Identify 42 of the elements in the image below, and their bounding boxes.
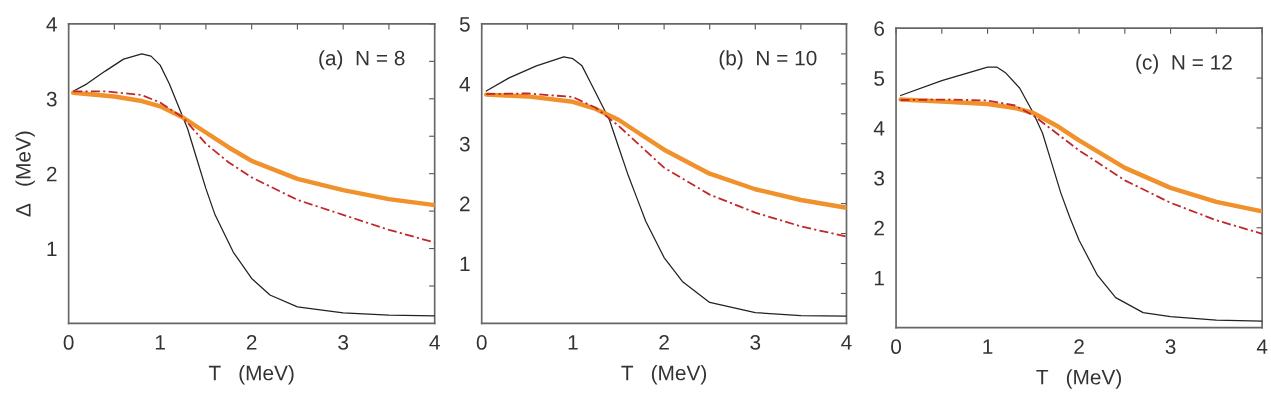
x-tick-label: 0 [63, 335, 74, 350]
y-tick-label: 3 [459, 136, 470, 152]
y-axis-title: Δ (MeV) [15, 131, 35, 217]
x-tick-label: 1 [155, 335, 165, 350]
y-tick-label: 2 [874, 220, 884, 236]
x-tick-label: 3 [338, 335, 349, 350]
annotation: (c) N = 12 [1136, 54, 1232, 74]
x-axis-title: T (MeV) [1036, 369, 1122, 389]
x-tick-label: 2 [1074, 339, 1084, 354]
y-tick-label: 3 [46, 91, 57, 107]
x-tick-label: 4 [841, 335, 852, 350]
y-tick-label: 4 [46, 17, 57, 32]
annotation: (b) N = 10 [719, 50, 817, 70]
y-tick-label: 1 [874, 270, 884, 286]
x-tick-label: 1 [983, 339, 993, 354]
x-tick-label: 3 [1165, 339, 1176, 355]
x-tick-label: 4 [429, 335, 440, 350]
y-tick-label: 2 [46, 166, 57, 182]
line-series [898, 97, 1263, 214]
y-tick-label: 1 [460, 256, 470, 272]
y-tick-label: 5 [874, 71, 885, 86]
x-tick-label: 3 [750, 335, 761, 350]
x-tick-label: 0 [891, 339, 902, 355]
x-tick-label: 2 [659, 335, 669, 350]
x-tick-label: 4 [1256, 339, 1268, 354]
x-axis-title: T (MeV) [621, 365, 707, 385]
x-tick-label: 2 [246, 335, 257, 350]
y-tick-label: 3 [874, 170, 885, 186]
y-tick-label: 2 [460, 196, 470, 212]
x-tick-label: 0 [476, 335, 487, 350]
x-axis-title: T (MeV) [208, 365, 294, 385]
line-series [70, 90, 435, 208]
x-tick-label: 1 [568, 335, 578, 350]
line-series [899, 98, 1263, 235]
y-tick-label: 1 [47, 241, 57, 257]
y-tick-label: 4 [459, 77, 470, 92]
y-tick-label: 4 [873, 121, 885, 136]
y-tick-label: 5 [459, 17, 470, 32]
line-series [485, 92, 847, 238]
y-tick-label: 6 [874, 21, 885, 36]
line-series [484, 92, 847, 211]
annotation: (a) N = 8 [319, 50, 405, 70]
